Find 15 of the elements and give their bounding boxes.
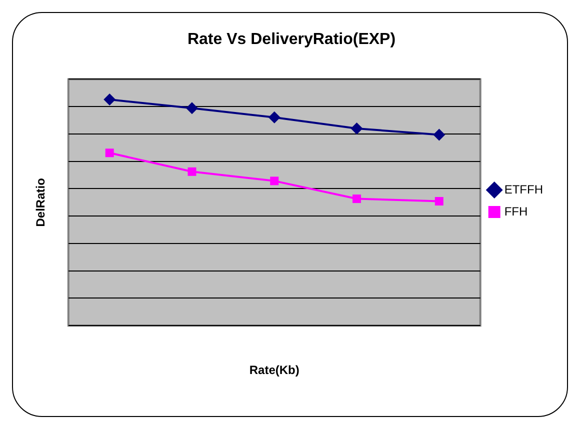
point xyxy=(105,148,114,158)
point xyxy=(186,102,198,114)
point xyxy=(433,128,446,141)
point xyxy=(188,167,196,176)
y-axis-title: DelRatio xyxy=(34,178,48,227)
point xyxy=(270,176,279,186)
chart-title: Rate Vs DeliveryRatio(EXP) xyxy=(187,31,396,48)
point xyxy=(352,194,361,204)
legend-label: ETFFH xyxy=(504,182,544,196)
point xyxy=(350,122,363,134)
legend-label: FFH xyxy=(504,204,528,218)
x-axis-title: Rate(Kb) xyxy=(249,363,300,378)
point xyxy=(434,197,444,206)
point xyxy=(104,94,116,106)
point xyxy=(268,111,280,124)
